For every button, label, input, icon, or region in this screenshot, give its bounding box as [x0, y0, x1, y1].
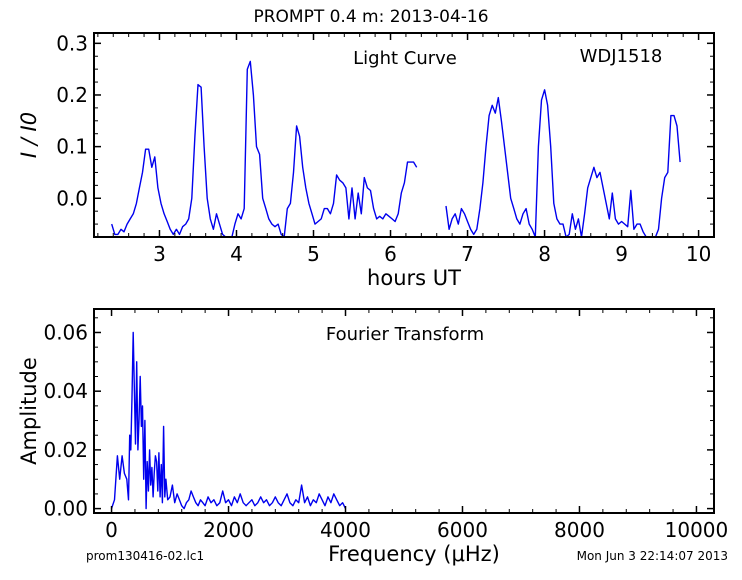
x-tick-label-6: 6 [384, 242, 397, 266]
footer-timestamp: Mon Jun 3 22:14:07 2013 [576, 549, 728, 563]
y-tick-label-3: 0.06 [43, 320, 88, 344]
light-curve-panel: 3 4 5 6 7 8 9 10 0.0 0.1 0.2 0.3 Light Curve WDJ1518 h… [17, 31, 715, 290]
x-tick-label-3: 3 [153, 242, 166, 266]
x-tick-label-4000: 4000 [320, 518, 371, 542]
y-axis-label: Amplitude [17, 357, 41, 465]
y-tick-label-0: 0.0 [56, 186, 88, 210]
y-tick-label-1: 0.02 [43, 438, 88, 462]
y-axis-label: I / I0 [17, 112, 41, 158]
footer-filename: prom130416-02.lc1 [86, 549, 205, 563]
y-tick-label-2: 0.04 [43, 379, 88, 403]
x-tick-label-6000: 6000 [437, 518, 488, 542]
x-tick-label-10000: 10000 [665, 518, 729, 542]
x-axis-label: Frequency (μHz) [328, 542, 500, 566]
x-tick-label-7: 7 [461, 242, 474, 266]
y-tick-label-1: 0.1 [56, 135, 88, 159]
axes-frame [93, 32, 715, 238]
y-tick-label-3: 0.3 [56, 31, 88, 55]
x-tick-label-0: 0 [105, 518, 118, 542]
series-line-0-segment-0 [111, 60, 418, 237]
x-tick-label-2000: 2000 [203, 518, 254, 542]
series-line-0-segment-1 [445, 89, 681, 237]
page-title: PROMPT 0.4 m: 2013-04-16 [253, 7, 489, 27]
x-axis-label: hours UT [367, 266, 461, 290]
series-line-0-segment-0 [110, 331, 347, 510]
axes-frame [93, 308, 715, 514]
panel-title: Fourier Transform [326, 324, 484, 345]
x-tick-label-5: 5 [307, 242, 320, 266]
x-tick-label-4: 4 [230, 242, 243, 266]
y-tick-label-2: 0.2 [56, 83, 88, 107]
fourier-transform-panel: 0 2000 4000 6000 8000 10000 0.00 0.02 0.04 0.06 Fo… [17, 308, 729, 566]
y-tick-label-0: 0.00 [43, 497, 88, 521]
x-tick-label-10: 10 [686, 242, 711, 266]
x-tick-label-9: 9 [615, 242, 628, 266]
x-tick-label-8000: 8000 [554, 518, 605, 542]
x-tick-label-8: 8 [538, 242, 551, 266]
panel-title: Light Curve [353, 48, 457, 69]
star-name-label: WDJ1518 [580, 46, 663, 67]
